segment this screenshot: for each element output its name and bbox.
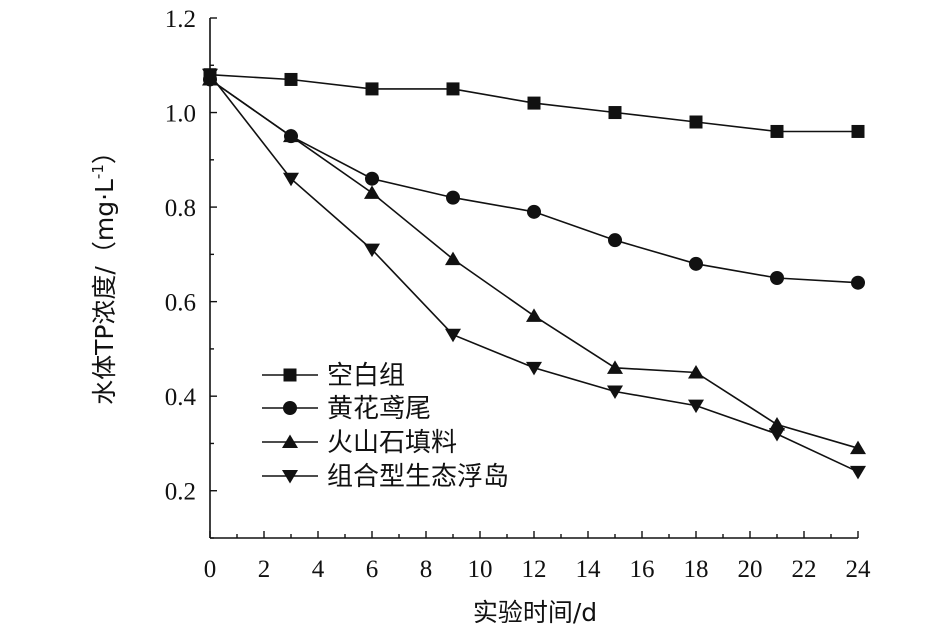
series-line	[209, 78, 859, 449]
data-point	[607, 360, 623, 374]
data-point	[769, 428, 785, 442]
axes	[209, 18, 858, 539]
x-tick-label: 6	[366, 556, 379, 583]
data-point	[446, 190, 460, 205]
y-ticks: 0.2 0.4 0.6 0.8 1.0 1.2	[165, 6, 217, 539]
x-tick-label: 24	[846, 556, 872, 583]
data-point	[527, 204, 541, 219]
series-4	[202, 68, 866, 480]
legend-label: 黄花鸢尾	[327, 394, 431, 424]
y-axis-title-superscript: -1	[89, 164, 107, 179]
data-point	[445, 251, 461, 266]
data-point	[608, 106, 622, 120]
data-point	[851, 124, 865, 138]
x-tick-label: 20	[738, 556, 763, 583]
data-point	[446, 82, 460, 96]
legend-marker	[283, 368, 297, 382]
data-point	[526, 361, 542, 376]
legend-marker	[282, 434, 298, 448]
y-axis-title-close: ）	[90, 139, 119, 164]
x-tick-label: 8	[420, 556, 433, 583]
data-point	[851, 275, 865, 290]
data-point	[202, 68, 218, 83]
data-point	[527, 96, 541, 110]
x-tick-label: 14	[576, 556, 602, 583]
x-ticks: 0 2 4 6 8 10 12 14 16 18 20 22 24	[204, 531, 871, 583]
data-point	[607, 385, 623, 399]
data-point	[283, 128, 299, 143]
data-point	[445, 328, 461, 343]
y-axis-title-main: 水体TP浓度/（mg·L	[90, 179, 119, 405]
series-1	[203, 68, 865, 138]
legend-item: 空白组	[262, 361, 405, 391]
x-tick-label: 22	[792, 556, 817, 583]
legend-label: 空白组	[327, 361, 405, 391]
legend-label: 火山石填料	[327, 428, 457, 458]
x-tick-label: 16	[630, 556, 655, 583]
y-tick-label: 0.8	[165, 195, 196, 222]
legend-item: 黄花鸢尾	[262, 394, 431, 424]
y-tick-label: 1.0	[165, 101, 196, 128]
data-point	[364, 243, 380, 258]
data-point	[770, 271, 784, 285]
data-point	[688, 399, 704, 414]
data-point	[365, 82, 379, 96]
legend-marker	[283, 401, 297, 415]
y-axis-title: 水体TP浓度/（mg·L-1）	[89, 139, 119, 405]
data-point	[364, 185, 380, 199]
x-tick-label: 10	[468, 556, 493, 583]
legend-label: 组合型生态浮岛	[327, 462, 509, 492]
legend-marker	[282, 470, 298, 484]
y-tick-label: 1.2	[165, 6, 196, 33]
legend-item: 组合型生态浮岛	[262, 462, 509, 492]
x-tick-label: 18	[684, 556, 709, 583]
y-tick-label: 0.4	[165, 384, 197, 411]
data-point	[283, 172, 299, 187]
data-point	[688, 365, 704, 379]
series-group	[202, 68, 866, 480]
data-point	[689, 115, 703, 129]
series-line	[209, 78, 859, 284]
data-point	[689, 256, 703, 271]
data-point	[770, 124, 784, 138]
series-line	[209, 74, 859, 473]
x-axis-title: 实验时间/d	[473, 598, 597, 627]
data-point	[526, 308, 542, 322]
x-tick-label: 0	[204, 556, 217, 583]
series-3	[202, 71, 866, 455]
x-tick-label: 12	[522, 556, 547, 583]
y-tick-label: 0.6	[165, 290, 196, 317]
y-tick-label: 0.2	[165, 479, 196, 506]
legend-item: 火山石填料	[262, 428, 457, 458]
data-point	[365, 171, 379, 186]
data-point	[850, 440, 866, 455]
x-tick-label: 4	[312, 556, 325, 583]
data-point	[769, 417, 785, 431]
data-point	[284, 72, 298, 86]
data-point	[850, 465, 866, 480]
data-point	[608, 233, 622, 248]
x-tick-label: 2	[258, 556, 271, 583]
